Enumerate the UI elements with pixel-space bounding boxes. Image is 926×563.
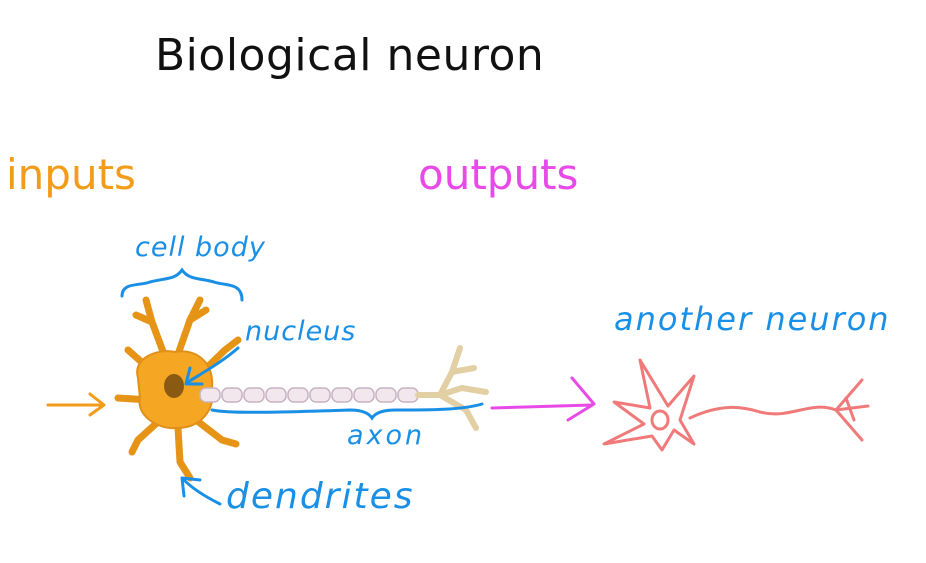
another-neuron-sketch <box>602 358 870 452</box>
cell-body <box>136 350 214 430</box>
another-neuron-annotation: another neuron <box>614 300 891 338</box>
axon-bracket <box>210 402 484 421</box>
axon-annotation: axon <box>347 420 426 451</box>
inputs-label: inputs <box>6 150 136 199</box>
axon-terminal <box>415 345 489 431</box>
nucleus-annotation: nucleus <box>245 316 357 347</box>
output-arrow <box>490 376 596 422</box>
outputs-label: outputs <box>418 150 579 199</box>
input-arrow <box>46 392 106 417</box>
cell-body-bracket <box>120 267 244 302</box>
dendrites-annotation: dendrites <box>226 476 415 517</box>
dendrites-pointer-arrow <box>180 476 222 506</box>
nucleus-pointer-arrow <box>184 346 240 386</box>
axon-shape <box>199 387 419 403</box>
page-title: Biological neuron <box>155 30 545 81</box>
cell-body-annotation: cell body <box>135 232 266 263</box>
nucleus-shape <box>164 374 184 398</box>
